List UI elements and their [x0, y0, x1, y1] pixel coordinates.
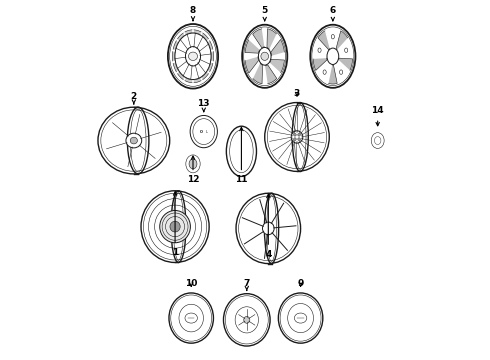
Ellipse shape [318, 48, 321, 53]
Text: O: O [200, 130, 203, 134]
Ellipse shape [298, 134, 300, 136]
Text: 3: 3 [294, 89, 300, 98]
Polygon shape [177, 33, 184, 41]
Polygon shape [253, 29, 265, 48]
Ellipse shape [160, 211, 191, 243]
Polygon shape [202, 33, 209, 41]
Polygon shape [194, 78, 201, 83]
Ellipse shape [371, 133, 384, 148]
Ellipse shape [189, 52, 197, 60]
Ellipse shape [186, 46, 200, 66]
Text: 5: 5 [262, 6, 268, 21]
Ellipse shape [258, 48, 271, 65]
Ellipse shape [294, 313, 307, 323]
Text: 12: 12 [187, 156, 199, 184]
Text: 14: 14 [371, 107, 384, 126]
Polygon shape [313, 58, 327, 71]
Ellipse shape [190, 116, 218, 148]
Text: 4: 4 [265, 194, 271, 259]
Ellipse shape [327, 48, 339, 64]
Ellipse shape [126, 133, 142, 148]
Polygon shape [185, 30, 192, 35]
Polygon shape [194, 30, 201, 35]
Text: 7: 7 [244, 279, 250, 291]
Polygon shape [173, 41, 178, 50]
Polygon shape [270, 59, 284, 73]
Ellipse shape [340, 70, 343, 74]
Text: 10: 10 [185, 279, 197, 288]
Ellipse shape [344, 48, 348, 53]
Ellipse shape [294, 138, 296, 140]
Polygon shape [328, 65, 337, 84]
Polygon shape [339, 58, 353, 71]
Polygon shape [208, 41, 213, 50]
Ellipse shape [323, 70, 326, 74]
Ellipse shape [189, 159, 197, 169]
Text: 11: 11 [235, 127, 247, 184]
Polygon shape [211, 51, 214, 61]
Polygon shape [245, 40, 260, 53]
Polygon shape [208, 63, 213, 72]
Ellipse shape [130, 137, 137, 144]
Ellipse shape [170, 221, 180, 232]
Ellipse shape [244, 316, 250, 323]
Ellipse shape [294, 134, 296, 136]
Ellipse shape [263, 222, 274, 235]
Text: 1: 1 [172, 192, 178, 257]
Text: 9: 9 [297, 279, 304, 288]
Ellipse shape [331, 35, 335, 39]
Text: 13: 13 [197, 99, 210, 112]
Polygon shape [245, 57, 259, 73]
Polygon shape [173, 63, 178, 72]
Polygon shape [271, 40, 284, 56]
Text: 6: 6 [330, 6, 336, 21]
Text: 2: 2 [131, 92, 137, 104]
Text: 8: 8 [190, 6, 196, 21]
Ellipse shape [291, 131, 303, 143]
Ellipse shape [298, 138, 300, 140]
Polygon shape [267, 29, 276, 49]
Polygon shape [185, 78, 192, 83]
Polygon shape [336, 31, 348, 50]
Polygon shape [265, 65, 277, 84]
Polygon shape [318, 31, 330, 50]
Ellipse shape [185, 313, 197, 323]
Polygon shape [253, 63, 263, 84]
Polygon shape [202, 72, 209, 80]
Ellipse shape [261, 52, 269, 60]
Polygon shape [172, 51, 175, 61]
Ellipse shape [186, 155, 200, 173]
Text: L: L [205, 130, 207, 134]
Polygon shape [177, 72, 184, 80]
